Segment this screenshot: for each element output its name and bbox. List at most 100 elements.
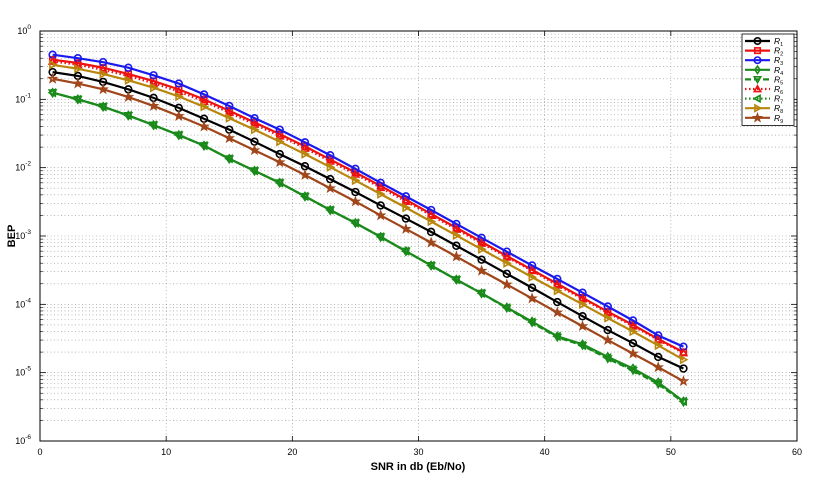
triangle-up-marker: [300, 143, 310, 152]
triangle-left-marker: [198, 140, 208, 151]
y-tick-exponent: -6: [25, 434, 31, 441]
triangle-left-marker: [72, 94, 82, 105]
star-marker: [248, 144, 261, 156]
square-marker: [753, 47, 762, 55]
circle-marker: [401, 192, 411, 201]
legend-label-subscript: 9: [780, 119, 783, 125]
circle-marker: [578, 312, 587, 321]
x-tick-label: 20: [287, 447, 297, 457]
star-marker: [349, 195, 362, 207]
star-marker: [751, 111, 764, 123]
triangle-left-marker: [501, 303, 511, 313]
triangle-left-marker: [400, 246, 410, 256]
grid: [40, 31, 797, 441]
x-tick-label: 50: [666, 447, 676, 457]
y-tick-label: 100: [17, 24, 31, 36]
triangle-right-marker: [452, 230, 462, 241]
triangle-right-marker: [679, 354, 689, 365]
triangle-up-marker: [401, 196, 411, 206]
triangle-right-marker: [604, 313, 613, 323]
star-marker: [450, 250, 463, 262]
triangle-right-marker: [478, 244, 487, 255]
legend-label-subscript: 2: [780, 52, 783, 58]
triangle-left-marker: [224, 154, 233, 164]
triangle-left-marker: [653, 378, 662, 389]
series-r5: [47, 89, 689, 408]
y-tick-exponent: -3: [25, 229, 31, 236]
triangle-left-marker: [325, 205, 334, 215]
circle-marker: [477, 255, 486, 264]
circle-marker: [654, 352, 663, 362]
y-tick-exponent: -5: [25, 366, 31, 373]
star-marker: [223, 132, 236, 144]
x-tick-label: 30: [413, 447, 423, 457]
y-tick-exponent: -2: [25, 161, 31, 168]
x-tick-label: 60: [792, 447, 802, 457]
legend-label-subscript: 7: [780, 100, 783, 106]
triangle-left-marker: [752, 94, 761, 104]
legend-label: R3: [774, 55, 783, 67]
circle-marker: [376, 178, 385, 188]
series-line-r6: [52, 60, 684, 354]
triangle-right-marker: [276, 136, 285, 147]
triangle-right-marker: [200, 101, 210, 112]
circle-marker: [679, 364, 688, 373]
star-marker: [425, 236, 437, 248]
series-layer: [46, 50, 690, 408]
star-marker: [273, 156, 286, 168]
legend-item-r1: R1: [745, 36, 783, 48]
triangle-left-marker: [123, 110, 132, 121]
triangle-left-marker: [627, 365, 637, 375]
triangle-left-marker: [375, 232, 385, 242]
triangle-left-marker: [678, 396, 687, 407]
legend-label-subscript: 3: [780, 61, 783, 67]
circle-marker: [452, 241, 461, 250]
series-r7: [47, 87, 687, 407]
y-tick-exponent: 0: [27, 24, 31, 31]
series-line-r8: [52, 63, 684, 361]
circle-marker: [502, 269, 512, 278]
triangle-right-marker: [402, 202, 411, 213]
triangle-right-marker: [250, 124, 260, 135]
legend-label-subscript: 4: [780, 71, 783, 77]
legend-label-subscript: 8: [780, 109, 783, 115]
triangle-left-marker: [299, 191, 309, 202]
circle-marker: [376, 201, 385, 210]
series-r8: [49, 60, 689, 365]
triangle-up-marker: [502, 252, 512, 261]
legend-item-r7: R7: [745, 94, 783, 106]
triangle-right-marker: [301, 149, 310, 159]
y-tick-exponent: -1: [25, 92, 31, 99]
legend-label-subscript: 5: [780, 80, 783, 86]
star-marker: [97, 83, 109, 95]
circle-marker: [401, 214, 411, 223]
y-tick-label: 10-4: [15, 297, 31, 309]
legend-label-subscript: 6: [780, 90, 783, 96]
triangle-up-marker: [678, 347, 689, 357]
triangle-left-marker: [274, 178, 284, 188]
star-marker: [299, 168, 311, 180]
triangle-right-marker: [49, 60, 58, 70]
y-tick-label: 10-1: [15, 92, 31, 104]
triangle-right-marker: [578, 299, 588, 310]
series-r2: [48, 56, 688, 356]
series-line-r9: [52, 77, 684, 383]
star-marker: [147, 99, 160, 111]
star-marker: [576, 320, 589, 332]
legend-item-r5: R5: [745, 74, 783, 86]
triangle-left-marker: [426, 260, 435, 271]
legend-label: R7: [774, 94, 783, 106]
legend-label: R2: [774, 46, 783, 58]
triangle-left-marker: [249, 166, 259, 176]
series-r4: [48, 87, 688, 407]
series-line-r3: [52, 53, 684, 348]
series-line-r7: [52, 91, 685, 403]
triangle-right-marker: [528, 272, 538, 282]
star-marker: [122, 90, 135, 103]
legend-item-r3: R3: [745, 55, 783, 67]
triangle-up-marker: [476, 238, 487, 247]
legend-label-subscript: 1: [780, 42, 783, 48]
series-line-r4: [52, 91, 685, 403]
